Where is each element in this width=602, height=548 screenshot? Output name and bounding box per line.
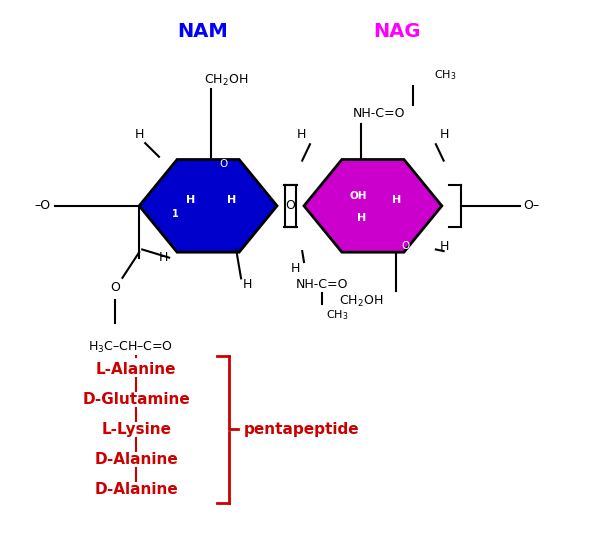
Polygon shape xyxy=(304,159,442,252)
Text: H: H xyxy=(185,196,195,206)
Text: H: H xyxy=(290,262,300,275)
Text: O: O xyxy=(110,281,120,294)
Text: NH-C=O: NH-C=O xyxy=(353,107,405,119)
Text: pentapeptide: pentapeptide xyxy=(244,422,360,437)
Text: H: H xyxy=(243,278,252,292)
Text: NH-C=O: NH-C=O xyxy=(296,278,348,292)
Text: CH$_2$OH: CH$_2$OH xyxy=(339,294,383,309)
Text: H: H xyxy=(228,196,237,206)
Text: D-Alanine: D-Alanine xyxy=(95,482,178,497)
Text: H: H xyxy=(358,213,367,223)
Text: O: O xyxy=(402,241,410,250)
Text: 1: 1 xyxy=(172,209,179,219)
Text: NAM: NAM xyxy=(177,22,228,41)
Text: H: H xyxy=(296,128,306,141)
Text: O–: O– xyxy=(524,199,540,212)
Text: H: H xyxy=(440,240,450,253)
Text: D-Alanine: D-Alanine xyxy=(95,452,178,467)
Text: L-Alanine: L-Alanine xyxy=(96,362,176,377)
Text: H: H xyxy=(393,196,402,206)
Text: CH$_3$: CH$_3$ xyxy=(326,308,348,322)
Text: CH$_2$OH: CH$_2$OH xyxy=(204,73,248,88)
Text: –O: –O xyxy=(34,199,50,212)
Text: H: H xyxy=(440,128,450,141)
Text: OH: OH xyxy=(349,191,367,201)
Text: H$_3$C–CH–C=O: H$_3$C–CH–C=O xyxy=(88,340,173,355)
Text: D-Glutamine: D-Glutamine xyxy=(82,392,190,407)
Text: NAG: NAG xyxy=(373,22,421,41)
Text: H: H xyxy=(134,128,144,141)
Text: CH$_3$: CH$_3$ xyxy=(433,68,456,82)
Text: L-Lysine: L-Lysine xyxy=(101,422,171,437)
Text: H: H xyxy=(158,251,168,264)
Text: O: O xyxy=(285,199,296,212)
Polygon shape xyxy=(139,159,277,252)
Text: O: O xyxy=(219,159,227,169)
